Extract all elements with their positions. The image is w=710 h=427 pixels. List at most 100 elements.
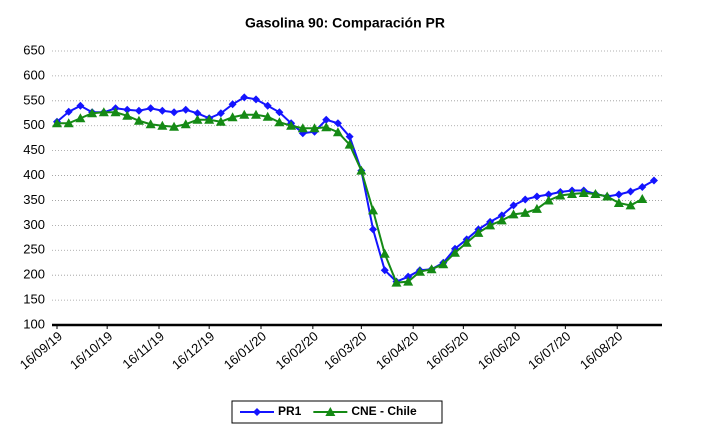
y-tick-label: 500 [23, 117, 45, 132]
marker [170, 108, 179, 117]
y-tick-label: 300 [23, 217, 45, 232]
marker [426, 264, 437, 274]
marker [158, 106, 167, 115]
marker [52, 118, 62, 128]
marker [216, 109, 225, 118]
x-tick-label: 16/06/20 [475, 328, 523, 372]
marker [449, 247, 460, 257]
marker [345, 132, 354, 141]
legend: PR1 CNE - Chile [231, 400, 443, 424]
marker [496, 215, 507, 225]
marker [122, 110, 133, 120]
marker [193, 109, 202, 118]
y-tick-label: 200 [23, 267, 45, 282]
marker [227, 112, 238, 122]
marker [625, 200, 636, 210]
marker [215, 116, 226, 126]
marker [438, 259, 449, 269]
marker [250, 109, 261, 119]
marker [228, 100, 237, 109]
marker [638, 183, 647, 192]
marker [325, 407, 336, 416]
marker [87, 108, 98, 118]
marker [555, 190, 566, 200]
marker [275, 108, 284, 117]
y-tick-label: 350 [23, 192, 45, 207]
x-tick-label: 16/03/20 [321, 328, 369, 372]
marker [98, 107, 109, 117]
x-tick-label: 16/05/20 [423, 328, 471, 372]
marker [309, 123, 320, 133]
marker [145, 119, 156, 129]
marker [322, 115, 331, 124]
y-tick-label: 100 [23, 316, 45, 331]
x-tick-label: 16/11/19 [119, 328, 167, 371]
x-tick-label: 16/10/19 [67, 328, 115, 372]
marker [567, 188, 578, 198]
marker [297, 123, 308, 133]
marker [649, 176, 658, 185]
legend-label: CNE - Chile [351, 404, 417, 418]
marker [274, 117, 285, 127]
marker [63, 118, 74, 128]
x-tick-label: 16/01/20 [221, 328, 269, 372]
y-tick-label: 400 [23, 167, 45, 182]
marker [521, 195, 530, 204]
legend-label: PR1 [278, 404, 302, 418]
marker [204, 114, 215, 124]
x-tick-label: 16/09/19 [17, 328, 65, 372]
marker [332, 127, 343, 137]
marker [602, 191, 613, 201]
marker [76, 101, 85, 110]
marker [181, 105, 190, 114]
marker [473, 227, 484, 237]
marker [379, 248, 390, 258]
marker [356, 165, 367, 175]
marker [414, 266, 425, 276]
marker [75, 113, 86, 123]
marker [192, 114, 203, 124]
marker [543, 195, 554, 205]
marker [180, 119, 191, 129]
y-tick-label: 550 [23, 92, 45, 107]
marker [637, 193, 648, 203]
marker [321, 122, 332, 132]
marker [123, 105, 132, 114]
y-tick-label: 650 [23, 42, 45, 57]
x-tick-label: 16/07/20 [525, 328, 573, 372]
marker [578, 187, 589, 197]
x-tick-label: 16/04/20 [373, 328, 421, 372]
marker [110, 107, 121, 117]
marker [157, 120, 168, 130]
marker [133, 115, 144, 125]
marker [532, 192, 541, 201]
x-tick-label: 16/08/20 [577, 328, 625, 372]
marker [262, 111, 273, 121]
chart-title: Gasolina 90: Comparación PR [245, 15, 445, 31]
marker [240, 93, 249, 102]
marker [485, 220, 496, 230]
marker [531, 203, 542, 213]
marker [391, 277, 402, 287]
marker [344, 139, 355, 149]
marker [461, 237, 472, 247]
marker [544, 190, 553, 199]
marker [146, 104, 155, 113]
y-tick-label: 600 [23, 67, 45, 82]
x-tick-label: 16/02/20 [273, 328, 321, 372]
y-tick-label: 150 [23, 292, 45, 307]
marker [368, 205, 379, 215]
marker [508, 209, 519, 219]
marker [333, 119, 342, 128]
marker [169, 121, 180, 131]
marker [134, 106, 143, 115]
y-tick-label: 450 [23, 142, 45, 157]
marker [509, 201, 518, 210]
y-tick-label: 250 [23, 242, 45, 257]
marker [613, 197, 624, 207]
marker [286, 120, 297, 130]
marker [251, 95, 260, 104]
marker [263, 101, 272, 110]
marker [64, 107, 73, 116]
